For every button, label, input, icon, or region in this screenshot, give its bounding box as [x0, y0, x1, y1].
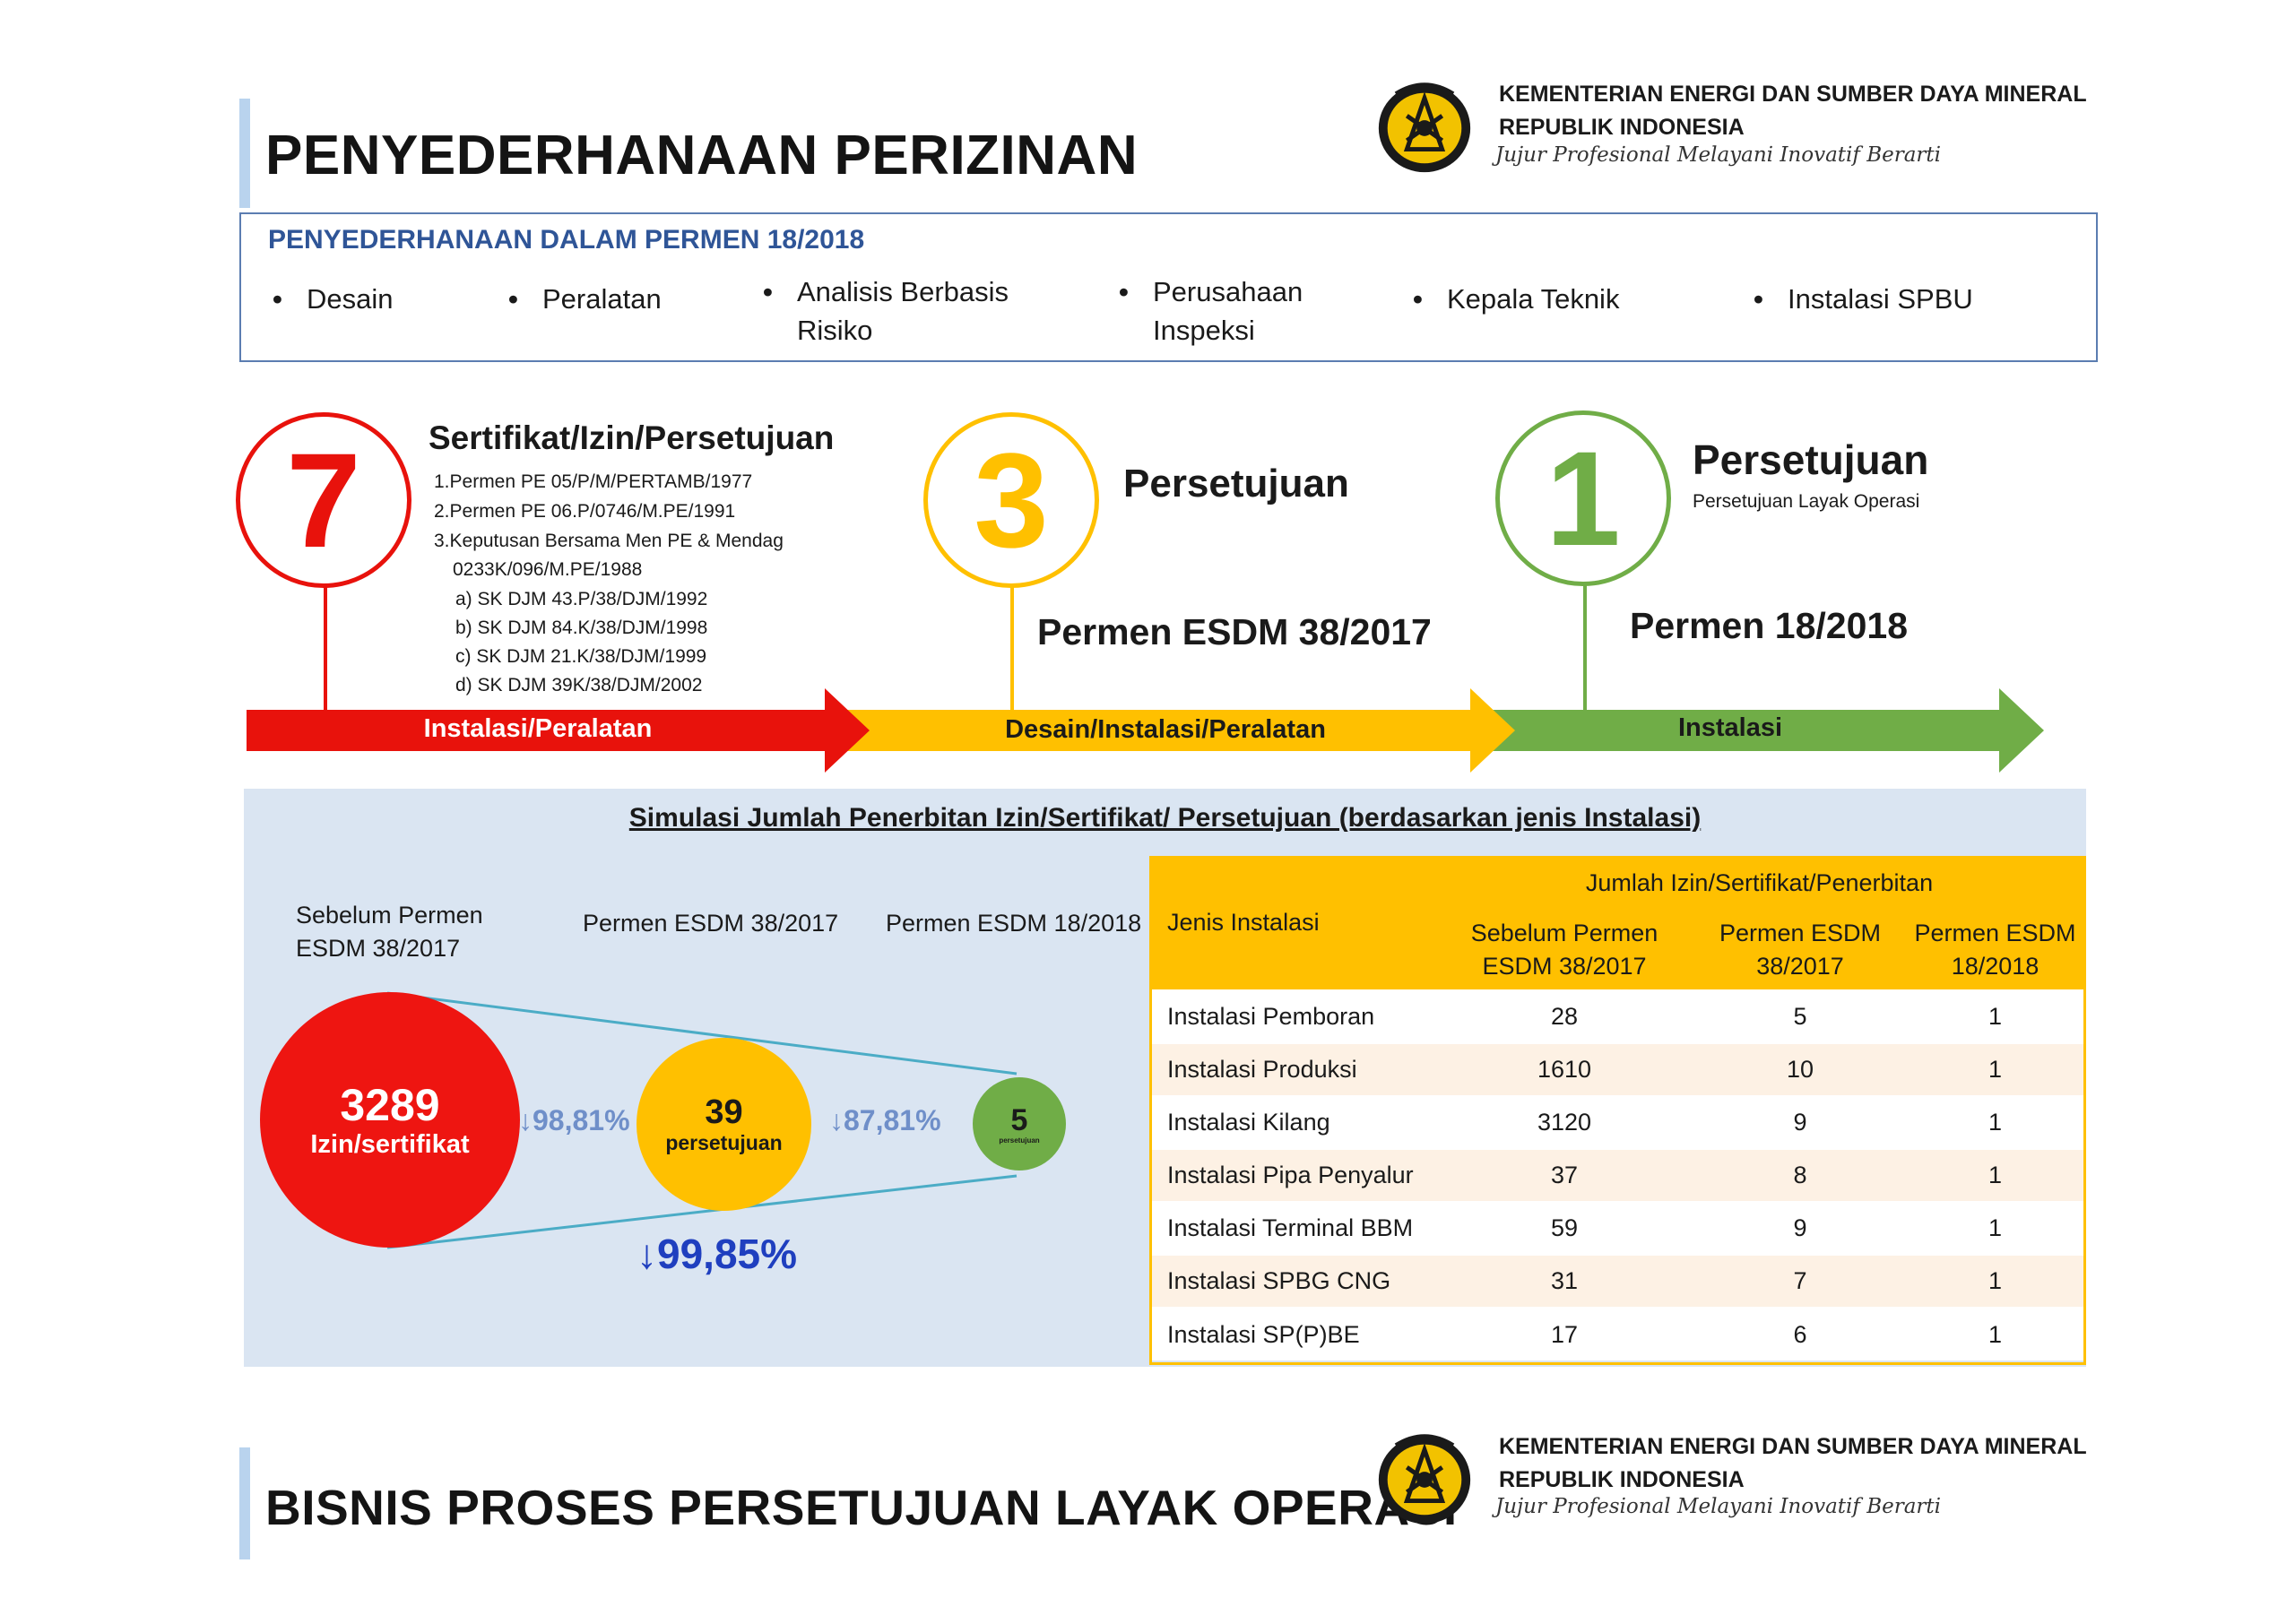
arrow-red-label: Instalasi/Peralatan	[423, 714, 653, 743]
th-group: Jumlah Izin/Sertifikat/Penerbitan	[1433, 856, 2086, 910]
bubble-permen-18-label: persetujuan	[999, 1136, 1040, 1145]
step-7-title: Sertifikat/Izin/Persetujuan	[429, 419, 835, 456]
th-permen-18: Permen ESDM 18/2018	[1904, 910, 2086, 990]
arrow-green	[1461, 688, 2044, 773]
ministry-name-line1: KEMENTERIAN ENERGI DAN SUMBER DAYA MINER…	[1499, 82, 2087, 107]
bubble-before-value: 3289	[340, 1080, 440, 1130]
ministry-name-line2: REPUBLIK INDONESIA	[1499, 115, 1745, 140]
table-row: Instalasi Kilang 3120 9 1	[1149, 1095, 2086, 1149]
step-7-circle: 7	[236, 412, 411, 588]
table-row: Instalasi SPBG CNG 31 7 1	[1149, 1254, 2086, 1308]
arrow-yellow	[834, 688, 1515, 773]
step-3-permen: Permen ESDM 38/2017	[1037, 611, 1432, 652]
ministry-motto-bottom: Jujur Profesional Melayani Inovatif Bera…	[1495, 1495, 1942, 1518]
page-title: PENYEDERHANAAN PERIZINAN	[265, 125, 1139, 186]
bubble-permen-18: 5 persetujuan	[973, 1077, 1066, 1170]
step-3-circle: 3	[923, 412, 1099, 588]
step-7-number: 7	[286, 424, 361, 575]
process-arrows	[247, 688, 2044, 773]
simplification-heading: PENYEDERHANAAN DALAM PERMEN 18/2018	[268, 225, 865, 255]
table-row: Instalasi SP(P)BE 17 6 1	[1149, 1307, 2086, 1361]
step-1-connector	[1583, 583, 1587, 717]
step-3-number: 3	[974, 424, 1049, 575]
step-7-ref-8: d) SK DJM 39K/38/DJM/2002	[455, 675, 703, 695]
sim-col-before: Sebelum Permen ESDM 38/2017	[296, 902, 483, 962]
arrow-green-label: Instalasi	[1677, 713, 1783, 742]
reduction-funnel	[386, 991, 1018, 1249]
simplification-item-desain: • Desain	[273, 283, 394, 315]
ministry-motto: Jujur Profesional Melayani Inovatif Bera…	[1495, 143, 1942, 167]
simplification-item-peralatan: • Peralatan	[508, 283, 662, 315]
ministry-name-bottom-line2: REPUBLIK INDONESIA	[1499, 1467, 1745, 1492]
reduction-pct-2: ↓87,81%	[829, 1104, 941, 1136]
reduction-pct-1: ↓98,81%	[518, 1104, 630, 1136]
simplification-item-perusahaan: • Perusahaan Inspeksi	[1119, 276, 1303, 346]
step-3-connector	[1010, 583, 1014, 717]
arrow-red	[247, 688, 870, 773]
sim-col-permen-38: Permen ESDM 38/2017	[583, 910, 839, 937]
ministry-logo	[1378, 82, 1471, 173]
ministry-name: KEMENTERIAN ENERGI DAN SUMBER DAYA MINER…	[1499, 78, 2087, 144]
simplification-box: PENYEDERHANAAN DALAM PERMEN 18/2018 • De…	[239, 212, 2098, 362]
simplification-item-spbu: • Instalasi SPBU	[1754, 283, 1973, 315]
table-row: Instalasi Pipa Penyalur 37 8 1	[1149, 1148, 2086, 1202]
table-header-row-2: Sebelum Permen ESDM 38/2017 Permen ESDM …	[1149, 910, 2086, 990]
bottom-title-accent-bar	[239, 1447, 250, 1559]
installation-table: Jenis Instalasi Jumlah Izin/Sertifikat/P…	[1149, 856, 2086, 1361]
th-before: Sebelum Permen ESDM 38/2017	[1433, 910, 1696, 990]
ministry-name-bottom: KEMENTERIAN ENERGI DAN SUMBER DAYA MINER…	[1499, 1430, 2087, 1497]
bubble-permen-38: 39 persetujuan	[637, 1038, 811, 1211]
step-7-ref-4: 0233K/096/M.PE/1988	[453, 559, 643, 580]
step-1-permen: Permen 18/2018	[1630, 605, 1909, 646]
step-7-ref-3: 3.Keputusan Bersama Men PE & Mendag	[434, 531, 784, 551]
step-7-connector	[324, 583, 327, 717]
step-7-ref-1: 1.Permen PE 05/P/M/PERTAMB/1977	[434, 471, 753, 492]
arrow-yellow-label: Desain/Instalasi/Peralatan	[1005, 715, 1326, 744]
bubble-before-label: Izin/sertifikat	[310, 1130, 470, 1159]
step-1-subtitle: Persetujuan Layak Operasi	[1693, 491, 1920, 512]
bubble-permen-38-value: 39	[705, 1093, 743, 1131]
bubble-permen-38-label: persetujuan	[665, 1131, 783, 1154]
step-3-title: Persetujuan	[1123, 462, 1349, 505]
bottom-page-title: BISNIS PROSES PERSETUJUAN LAYAK OPERASI	[265, 1480, 1458, 1535]
simulation-title: Simulasi Jumlah Penerbitan Izin/Sertifik…	[628, 803, 1702, 833]
sim-col-permen-18: Permen ESDM 18/2018	[886, 910, 1142, 937]
simplification-item-analisis: • Analisis Berbasis Risiko	[763, 276, 1009, 346]
simplification-item-kepala-teknik: • Kepala Teknik	[1413, 283, 1620, 315]
ministry-logo-bottom	[1378, 1434, 1471, 1525]
table-row: Instalasi Terminal BBM 59 9 1	[1149, 1201, 2086, 1255]
step-1-number: 1	[1546, 422, 1621, 574]
ministry-name-bottom-line1: KEMENTERIAN ENERGI DAN SUMBER DAYA MINER…	[1499, 1434, 2087, 1459]
th-jenis: Jenis Instalasi	[1149, 856, 1433, 990]
table-row: Instalasi Produksi 1610 10 1	[1149, 1042, 2086, 1096]
th-permen-38: Permen ESDM 38/2017	[1696, 910, 1904, 990]
step-7-ref-7: c) SK DJM 21.K/38/DJM/1999	[455, 646, 707, 667]
reduction-pct-total: ↓99,85%	[637, 1231, 798, 1277]
step-1-circle: 1	[1495, 410, 1671, 586]
step-7-ref-2: 2.Permen PE 06.P/0746/M.PE/1991	[434, 501, 736, 522]
step-7-ref-5: a) SK DJM 43.P/38/DJM/1992	[455, 589, 708, 609]
title-accent-bar	[239, 99, 250, 208]
step-7-ref-6: b) SK DJM 84.K/38/DJM/1998	[455, 618, 708, 638]
table-row: Instalasi Pemboran 28 5 1	[1149, 989, 2086, 1043]
bubble-permen-18-value: 5	[1010, 1102, 1028, 1137]
bubble-before: 3289 Izin/sertifikat	[260, 992, 520, 1248]
table-header-row-1: Jenis Instalasi Jumlah Izin/Sertifikat/P…	[1149, 856, 2086, 990]
step-1-title: Persetujuan	[1693, 436, 1929, 483]
